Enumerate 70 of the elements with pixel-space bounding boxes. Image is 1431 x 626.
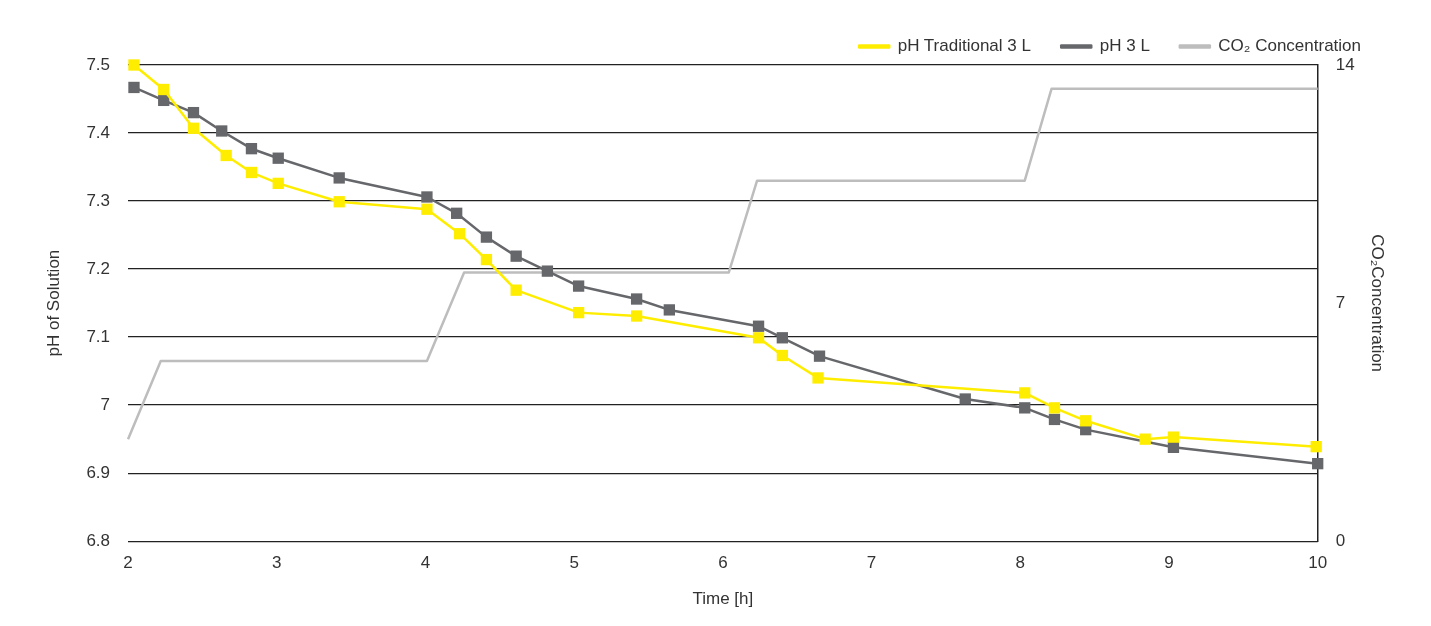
- point: [813, 350, 826, 362]
- point: [959, 393, 971, 405]
- legend-label: pH Traditional 3 L: [897, 36, 1031, 56]
- point: [453, 228, 466, 240]
- point: [421, 191, 433, 203]
- x-axis-title: Time [h]: [692, 589, 754, 609]
- point: [333, 172, 345, 184]
- point: [752, 332, 765, 344]
- point: [1019, 387, 1031, 399]
- point: [158, 83, 170, 96]
- y2-tick-label: 14: [1335, 54, 1355, 74]
- y2-tick-label: 0: [1335, 530, 1346, 550]
- point: [451, 207, 463, 219]
- point: [1048, 413, 1061, 426]
- point: [630, 293, 643, 305]
- point: [1312, 457, 1324, 470]
- point: [1019, 402, 1031, 414]
- y-tick-label: 7.4: [86, 122, 111, 142]
- point: [510, 250, 522, 262]
- point: [1310, 440, 1322, 453]
- point: [245, 166, 258, 179]
- y-tick-label: 6.9: [86, 462, 111, 482]
- x-tick-label: 2: [123, 553, 133, 573]
- y-tick-label: 7: [100, 394, 111, 414]
- point: [776, 332, 788, 344]
- point: [1139, 433, 1151, 445]
- x-tick-label: 8: [1015, 553, 1026, 573]
- x-tick-label: 10: [1308, 553, 1328, 573]
- point: [812, 372, 824, 384]
- point: [541, 265, 554, 277]
- point: [630, 310, 643, 322]
- point: [572, 306, 585, 319]
- point: [752, 320, 765, 332]
- point: [187, 122, 200, 134]
- point: [187, 106, 200, 119]
- point: [480, 231, 493, 243]
- y-axis-title: pH of Solution: [43, 249, 63, 357]
- point: [216, 125, 228, 137]
- point: [510, 284, 522, 296]
- x-tick-label: 4: [420, 553, 431, 573]
- x-tick-label: 3: [272, 553, 282, 573]
- y-tick-label: 7.1: [86, 326, 111, 346]
- y-tick-label: 7.2: [86, 258, 111, 278]
- point: [272, 152, 284, 164]
- point: [128, 81, 140, 94]
- y2-tick-label: 7: [1335, 292, 1346, 312]
- x-tick-label: 5: [569, 553, 579, 573]
- point: [220, 149, 232, 162]
- point: [1167, 431, 1180, 443]
- point: [1048, 402, 1061, 414]
- x-tick-label: 6: [718, 553, 728, 573]
- x-tick-label: 7: [866, 553, 877, 573]
- legend-label: CO₂ Concentration: [1218, 36, 1362, 56]
- y-tick-label: 6.8: [86, 530, 111, 550]
- point: [245, 143, 258, 155]
- point: [663, 304, 675, 316]
- point: [776, 349, 788, 362]
- point: [480, 253, 493, 266]
- y2-axis-title: CO₂Concentration: [1368, 234, 1388, 373]
- point: [272, 177, 284, 190]
- point: [1080, 415, 1092, 427]
- y-tick-label: 7.3: [86, 190, 111, 210]
- y-tick-label: 7.5: [86, 54, 111, 74]
- legend-label: pH 3 L: [1099, 36, 1150, 56]
- point: [128, 59, 140, 71]
- point: [572, 280, 585, 292]
- point: [421, 203, 433, 215]
- point: [158, 94, 170, 107]
- x-tick-label: 9: [1164, 553, 1174, 573]
- point: [333, 196, 345, 208]
